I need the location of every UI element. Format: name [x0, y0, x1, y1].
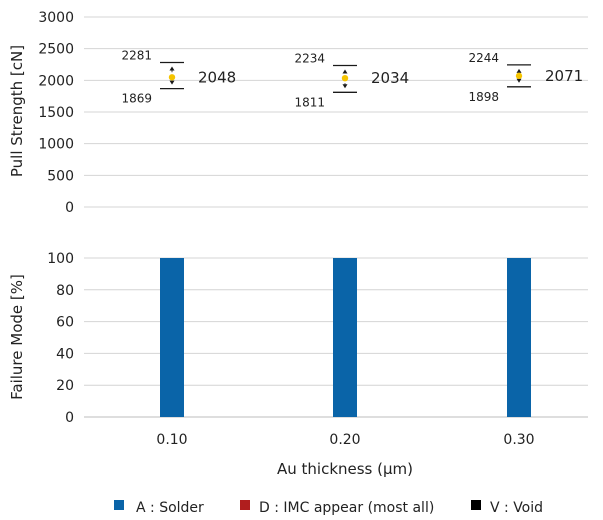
max-value-label: 2281 — [121, 49, 152, 63]
pull-strength-y-ticks: 0 500 1000 1500 2000 2500 3000 — [38, 10, 74, 216]
failure-mode-y-tick-label: 80 — [56, 283, 74, 299]
failure-mode-bar — [507, 258, 531, 417]
legend-swatch-v-void — [471, 500, 481, 510]
legend-swatch-d-imc — [240, 500, 250, 510]
min-value-label: 1898 — [468, 90, 499, 104]
mean-value-label: 2071 — [545, 67, 583, 85]
errorbar-arrowhead-down — [342, 84, 348, 89]
x-tick-label: 0.10 — [156, 432, 187, 448]
mean-value-label: 2034 — [371, 69, 409, 87]
failure-mode-axis-title: Failure Mode [%] — [8, 274, 26, 400]
pull-strength-y-tick-label: 3000 — [38, 10, 74, 26]
legend-swatch-a-solder — [114, 500, 124, 510]
pull-strength-y-tick-label: 2000 — [38, 73, 74, 89]
mean-point — [341, 74, 349, 82]
pull-strength-y-tick-label: 0 — [65, 200, 74, 216]
errorbar-arrowhead-up — [342, 69, 348, 74]
failure-mode-bar — [160, 258, 184, 417]
max-value-label: 2234 — [294, 52, 325, 66]
legend-label-v-void: V : Void — [490, 500, 543, 516]
failure-mode-y-tick-label: 100 — [47, 251, 74, 267]
failure-mode-bar — [333, 258, 357, 417]
max-value-label: 2244 — [468, 51, 499, 65]
failure-mode-y-tick-label: 40 — [56, 346, 74, 362]
errorbar-arrowhead-down — [516, 78, 522, 83]
legend-label-a-solder: A : Solder — [136, 500, 204, 516]
x-axis-ticks: 0.10 0.20 0.30 — [156, 432, 534, 448]
errorbar-arrowhead-up — [169, 66, 175, 71]
failure-mode-y-tick-label: 20 — [56, 378, 74, 394]
legend: A : Solder D : IMC appear (most all) V :… — [114, 500, 543, 516]
min-value-label: 1869 — [121, 92, 152, 106]
pull-strength-errorbars: 2281 1869 2048 2234 1811 2034 2244 1898 2071 — [121, 49, 583, 110]
x-axis-title: Au thickness (μm) — [277, 460, 413, 478]
errorbar-arrowhead-up — [516, 68, 522, 73]
pull-strength-y-tick-label: 1500 — [38, 105, 74, 121]
failure-mode-y-tick-label: 0 — [65, 410, 74, 426]
failure-mode-y-ticks: 0 20 40 60 80 100 — [47, 251, 74, 426]
pull-strength-gridlines — [84, 16, 588, 208]
mean-point — [168, 74, 176, 81]
pull-strength-y-tick-label: 500 — [47, 168, 74, 184]
pull-strength-axis-title: Pull Strength [cN] — [8, 45, 26, 177]
errorbar-arrowhead-down — [169, 80, 175, 85]
mean-value-label: 2048 — [198, 68, 236, 86]
x-tick-label: 0.20 — [329, 432, 360, 448]
pull-strength-y-tick-label: 2500 — [38, 42, 74, 58]
legend-label-d-imc: D : IMC appear (most all) — [259, 500, 434, 516]
failure-mode-bars — [160, 258, 531, 417]
mean-point — [515, 72, 523, 80]
x-tick-label: 0.30 — [503, 432, 534, 448]
min-value-label: 1811 — [294, 95, 325, 109]
pull-strength-y-tick-label: 1000 — [38, 137, 74, 153]
failure-mode-y-tick-label: 60 — [56, 315, 74, 331]
